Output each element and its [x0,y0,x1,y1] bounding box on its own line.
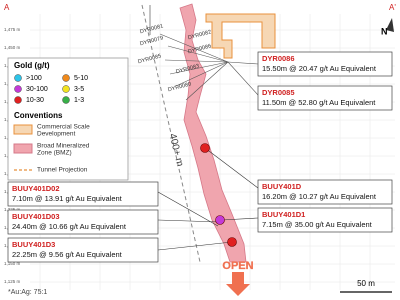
elevation-label: 1,150 m [4,261,21,266]
callout-hole: BUUY401D1 [262,210,305,219]
callout-hole: DYR0086 [262,54,295,63]
legend-swatch [14,85,22,93]
callout-hole: BUUY401D03 [12,212,60,221]
section-start: A [4,3,10,12]
callout-box [257,207,393,233]
callout-hole: BUUY401D [262,182,302,191]
callout-hole: BUUY401D3 [12,240,55,249]
drill-traces [159,33,259,101]
legend-label: Commercial Scale Development [37,123,90,137]
callout-intercept: 15.50m @ 20.47 g/t Au Equivalent [262,64,377,73]
open-label: OPEN [222,260,253,272]
legend-swatch [14,96,22,104]
drill-hole-label: DYR0083 [175,63,200,75]
footnote: *Au:Ag: 75:1 [8,289,47,296]
legend-swatch [62,74,70,82]
callout-hole: BUUY401D02 [12,184,60,193]
legend-title: Conventions [14,111,63,120]
callout-intercept: 11.50m @ 52.80 g/t Au Equivalent [262,98,376,107]
drill-hole-label: DYR0080 [167,81,192,93]
legend-swatch [13,143,33,154]
callout-box [7,181,159,207]
callout-box [7,209,159,235]
callout-intercept: 7.15m @ 35.00 g/t Au Equivalent [262,220,373,229]
callout-box [7,237,159,263]
legend-label: 10-30 [26,97,44,104]
assay-dot [227,237,237,247]
drill-hole-label: DYR0085 [137,53,162,65]
drill-hole-labels: DYR0081 DYR0082 DYR0079 DYR0086 DYR0085 DYR00… [137,23,212,93]
callout-leaders [157,147,259,251]
elevation-label: 1,475 m [4,27,21,32]
callout-box [257,51,393,77]
tunnel-projection [141,4,201,263]
legend-label: 5-10 [74,75,88,82]
depth-label: 400+ m [166,132,185,167]
north-label: N [381,26,388,36]
callout-box [257,85,393,111]
north-arrow: N [381,18,394,36]
scale-label: 50 m [357,279,375,288]
callout-intercept: 24.40m @ 10.66 g/t Au Equivalent [12,222,127,231]
open-arrow [226,272,250,296]
callout-box [257,179,393,205]
callout-intercept: 16.20m @ 10.27 g/t Au Equivalent [262,192,377,201]
legend-label: 30-100 [26,86,48,93]
legend-swatch [62,85,70,93]
legend-label: >100 [26,75,42,82]
drill-hole-label: DYR0086 [187,43,212,55]
drill-hole-label: DYR0081 [139,23,164,35]
callout-hole: DYR0085 [262,88,295,97]
legend-label: Tunnel Projection [37,167,88,174]
callout-intercept: 22.25m @ 9.56 g/t Au Equivalent [12,250,123,259]
legend-swatch [62,96,70,104]
section-end: A' [389,3,396,12]
tunnel-development [205,13,276,59]
assay-dot [200,143,210,153]
legend-label: 1-3 [74,97,84,104]
legend: Gold (g/t) >100 30-100 10-30 5-10 3-5 1-3 Conve… [7,57,129,181]
legend-swatch [13,124,33,135]
legend-swatch [14,74,22,82]
callout-intercept: 7.10m @ 13.91 g/t Au Equivalent [12,194,123,203]
assay-dot [215,215,225,225]
legend-label: Broad Mineralized Zone (BMZ) [37,142,90,156]
drill-hole-label: DYR0082 [187,29,212,41]
legend-title: Gold (g/t) [14,61,50,70]
drill-hole-label: DYR0079 [139,35,164,47]
elevation-label: 1,450 m [4,45,21,50]
elevation-label: 1,125 m [4,279,21,284]
legend-label: 3-5 [74,86,84,93]
